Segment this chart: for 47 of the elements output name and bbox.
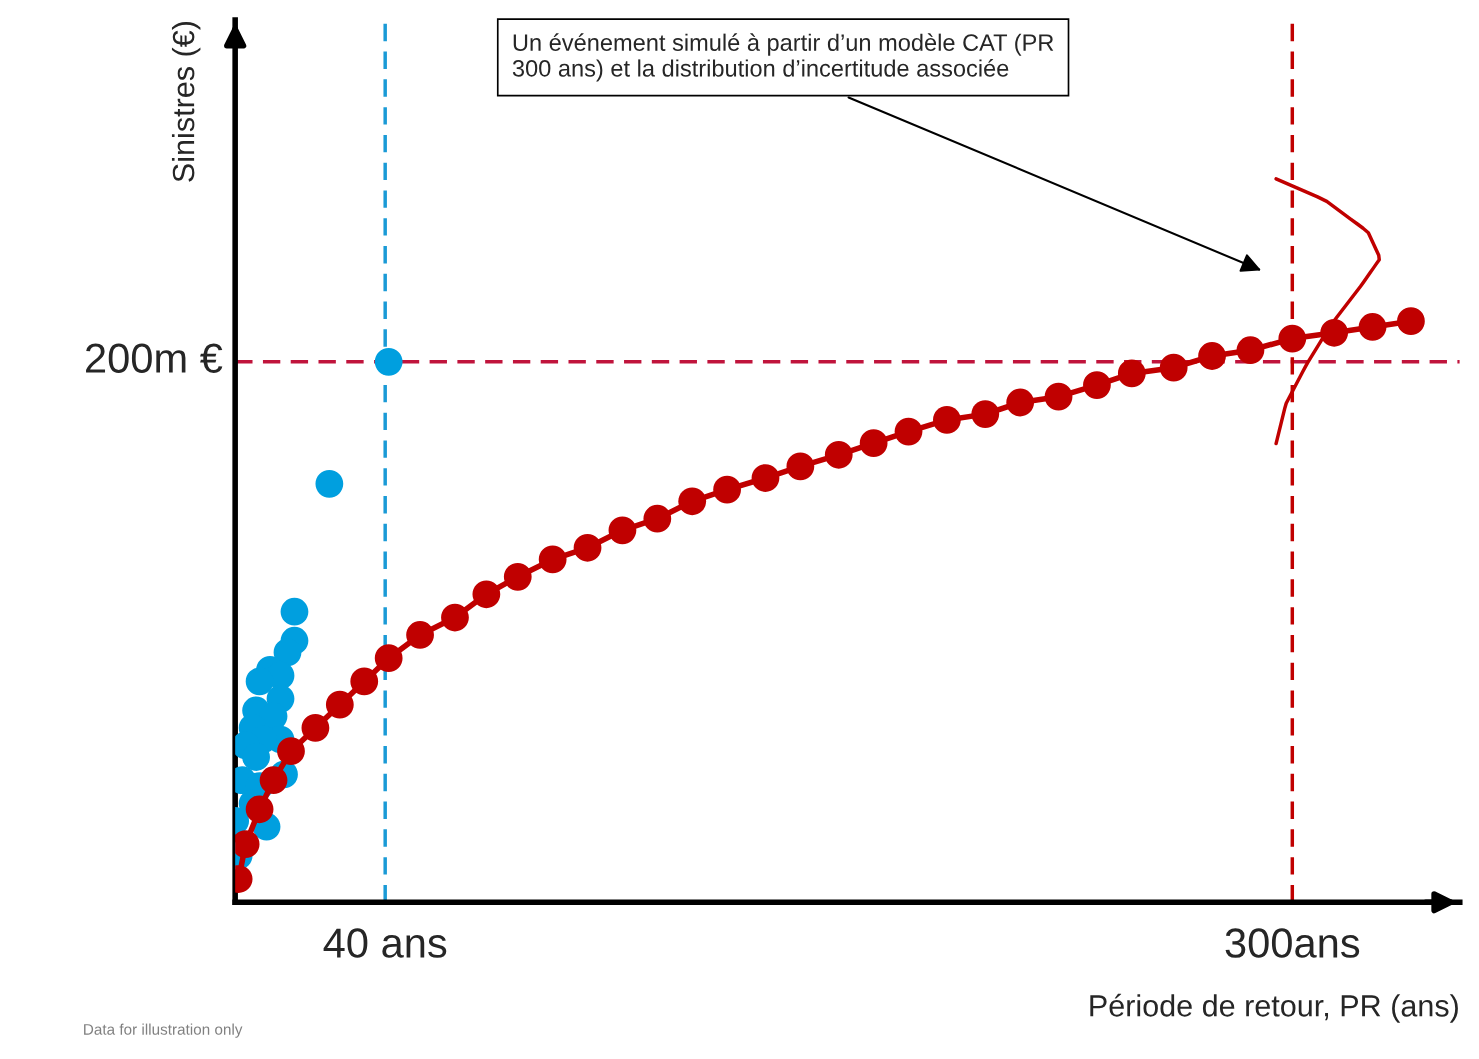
point	[1006, 388, 1035, 417]
point	[1159, 353, 1188, 382]
x-tick-label: 40 ans	[323, 928, 447, 958]
point	[643, 504, 672, 533]
point	[441, 603, 469, 632]
point	[301, 714, 330, 742]
point	[713, 475, 741, 504]
point	[538, 545, 567, 574]
point	[573, 533, 602, 562]
point	[245, 667, 274, 696]
point	[374, 347, 403, 376]
point	[280, 597, 309, 626]
point	[1358, 313, 1387, 341]
point	[350, 667, 379, 696]
text: Data for illustration only	[84, 1023, 243, 1038]
point	[374, 644, 403, 673]
point	[1083, 371, 1111, 399]
y-axis-title: Sinistres (€)	[171, 22, 201, 182]
point	[1278, 324, 1307, 353]
point	[1320, 318, 1349, 347]
x-tick-label: 300ans	[1225, 928, 1360, 958]
point	[894, 417, 923, 446]
point	[259, 766, 288, 795]
point	[751, 464, 780, 492]
point	[859, 429, 888, 458]
point	[503, 562, 532, 591]
point	[824, 440, 853, 469]
point	[325, 690, 354, 719]
point	[971, 400, 1000, 429]
point	[406, 621, 434, 649]
point	[245, 795, 274, 824]
point	[1044, 382, 1073, 411]
point	[472, 580, 501, 609]
x-axis-title: Période de retour, PR (ans)	[1090, 993, 1458, 1023]
point	[1117, 359, 1146, 388]
point	[608, 516, 637, 545]
point	[1198, 342, 1226, 370]
point	[277, 737, 305, 766]
point	[1236, 336, 1265, 365]
point	[678, 487, 707, 516]
ref-line-label: 200m €	[86, 343, 223, 374]
point	[315, 469, 344, 498]
point	[786, 452, 815, 481]
text: Un événement simulé à partir d’un modèle CAT (PR 300 ans) et la distribution d’incertitude associée	[512, 33, 1054, 82]
point	[273, 638, 302, 667]
point	[1397, 307, 1425, 336]
point	[933, 406, 961, 434]
